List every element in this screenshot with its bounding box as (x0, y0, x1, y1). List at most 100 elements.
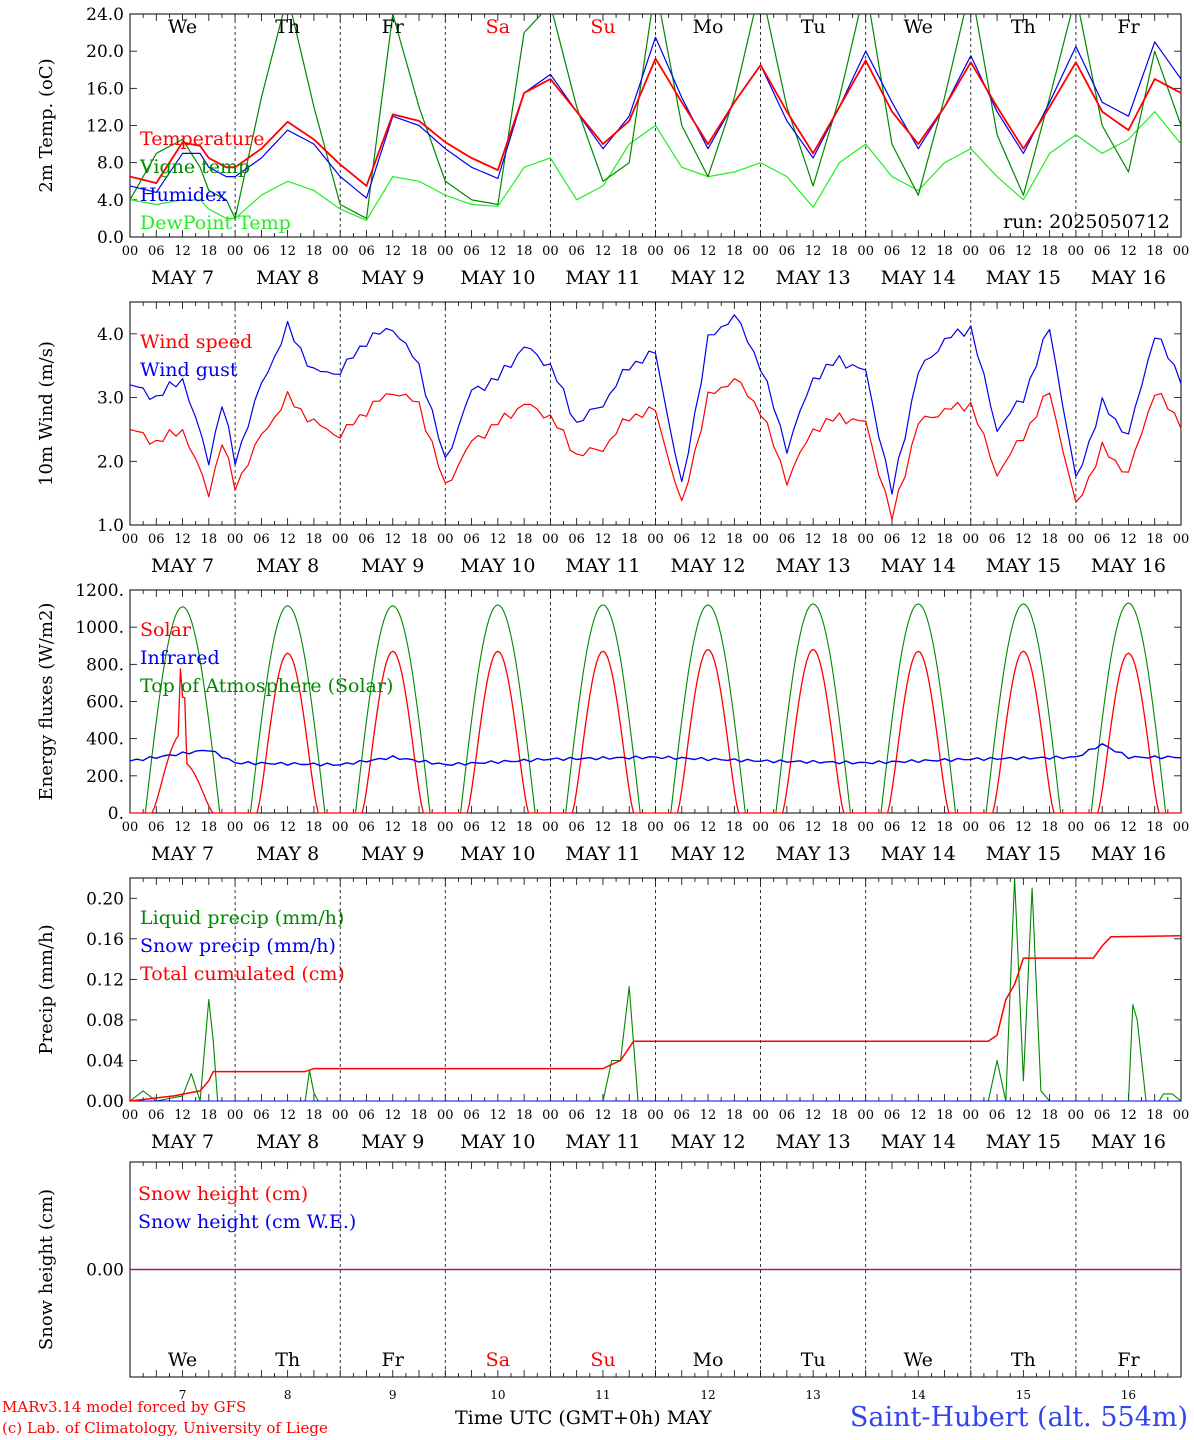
hour-tick-label: 12 (595, 532, 612, 547)
hour-tick-label: 06 (1094, 820, 1111, 835)
series-solar (130, 648, 1181, 814)
date-label: MAY 15 (986, 1131, 1061, 1153)
legend-vigne-temp: Vigne temp (139, 156, 250, 178)
date-label: MAY 11 (565, 555, 640, 577)
legend-wind-speed: Wind speed (140, 331, 252, 353)
hour-tick-label: 12 (805, 820, 822, 835)
plot-frame-3 (129, 589, 1182, 814)
hour-tick-label: 18 (201, 244, 218, 259)
day-label-we: We (904, 16, 933, 38)
hour-tick-label: 06 (253, 532, 270, 547)
hour-tick-label: 00 (227, 244, 244, 259)
hour-tick-label: 18 (411, 1108, 428, 1123)
date-label: MAY 16 (1091, 267, 1166, 289)
date-label: MAY 9 (361, 555, 424, 577)
series-temperature (130, 57, 1181, 187)
hour-tick-label: 18 (306, 244, 323, 259)
date-label: MAY 10 (460, 267, 535, 289)
bottom-date-number: 7 (179, 1388, 187, 1402)
date-label: MAY 12 (670, 843, 745, 865)
hour-tick-label: 00 (857, 820, 874, 835)
hour-tick-label: 12 (700, 1108, 717, 1123)
hour-tick-label: 06 (568, 532, 585, 547)
hour-tick-label: 12 (1120, 244, 1137, 259)
hour-tick-label: 00 (122, 532, 139, 547)
hour-tick-label: 18 (831, 1108, 848, 1123)
hour-tick-label: 18 (516, 1108, 533, 1123)
hour-tick-label: 18 (726, 820, 743, 835)
hour-tick-label: 12 (805, 244, 822, 259)
hour-tick-label: 06 (253, 1108, 270, 1123)
y-tick-label: 0.04 (86, 1051, 124, 1071)
y-axis-label: Energy fluxes (W/m2) (36, 603, 57, 801)
hour-tick-label: 00 (1068, 244, 1085, 259)
series-wind-gust (129, 314, 1182, 495)
hour-tick-label: 12 (384, 820, 401, 835)
hour-tick-label: 00 (752, 244, 769, 259)
y-axis-label: Precip (mm/h) (36, 924, 57, 1054)
hour-tick-label: 00 (752, 1108, 769, 1123)
hour-tick-label: 18 (201, 1108, 218, 1123)
hour-tick-label: 06 (674, 532, 691, 547)
y-tick-label: 3.0 (97, 389, 124, 409)
legend-wind-gust: Wind gust (140, 359, 238, 381)
hour-tick-label: 12 (700, 532, 717, 547)
bottom-day-label-su: Su (590, 1349, 615, 1371)
hour-tick-label: 12 (1120, 1108, 1137, 1123)
hour-tick-label: 18 (516, 532, 533, 547)
hour-tick-label: 12 (490, 1108, 507, 1123)
hour-tick-label: 18 (1041, 820, 1058, 835)
hour-tick-label: 18 (1041, 1108, 1058, 1123)
hour-tick-label: 06 (568, 1108, 585, 1123)
hour-tick-label: 18 (306, 820, 323, 835)
bottom-date-number: 10 (490, 1388, 505, 1402)
hour-tick-label: 18 (936, 244, 953, 259)
series-vigne-temp (130, 14, 1181, 219)
day-label-mo: Mo (693, 16, 724, 38)
series-infrared (129, 743, 1182, 767)
y-tick-label: 0.16 (86, 930, 124, 950)
hour-tick-label: 18 (831, 244, 848, 259)
y-tick-label: 1.0 (97, 516, 124, 536)
hour-tick-label: 12 (1015, 820, 1032, 835)
hour-tick-label: 12 (805, 532, 822, 547)
hour-tick-label: 06 (1094, 532, 1111, 547)
hour-tick-label: 00 (542, 820, 559, 835)
hour-tick-label: 12 (700, 244, 717, 259)
legend-infrared: Infrared (140, 647, 220, 669)
date-label: MAY 16 (1091, 555, 1166, 577)
bottom-day-label-mo: Mo (693, 1349, 724, 1371)
hour-tick-label: 12 (700, 820, 717, 835)
hour-tick-label: 06 (1094, 1108, 1111, 1123)
hour-tick-label: 18 (831, 532, 848, 547)
date-label: MAY 8 (256, 843, 319, 865)
hour-tick-label: 06 (674, 1108, 691, 1123)
hour-tick-label: 12 (805, 1108, 822, 1123)
model-credit: MARv3.14 model forced by GFS (2, 1398, 247, 1416)
hour-tick-label: 00 (542, 1108, 559, 1123)
date-label: MAY 10 (460, 843, 535, 865)
y-tick-label: 24.0 (86, 5, 124, 25)
y-axis-label: Snow height (cm) (36, 1189, 57, 1350)
hour-tick-label: 18 (1146, 1108, 1163, 1123)
hour-tick-label: 18 (1041, 532, 1058, 547)
hour-tick-label: 12 (279, 1108, 296, 1123)
hour-tick-label: 06 (148, 820, 165, 835)
y-tick-label: 16.0 (86, 79, 124, 99)
y-tick-label: 4.0 (97, 191, 124, 211)
hour-tick-label: 00 (1068, 1108, 1085, 1123)
date-label: MAY 13 (776, 555, 851, 577)
hour-tick-label: 06 (779, 532, 796, 547)
legend-snow-precip-mm-h: Snow precip (mm/h) (140, 935, 336, 957)
bottom-date-number: 14 (911, 1388, 927, 1402)
date-label: MAY 7 (151, 843, 214, 865)
hour-tick-label: 12 (910, 820, 927, 835)
hour-tick-label: 00 (437, 532, 454, 547)
hour-tick-label: 00 (1068, 820, 1085, 835)
date-label: MAY 14 (881, 843, 956, 865)
hour-tick-label: 00 (332, 244, 349, 259)
hour-tick-label: 18 (621, 820, 638, 835)
date-label: MAY 13 (776, 1131, 851, 1153)
hour-tick-label: 12 (595, 820, 612, 835)
day-label-sa: Sa (486, 16, 510, 38)
